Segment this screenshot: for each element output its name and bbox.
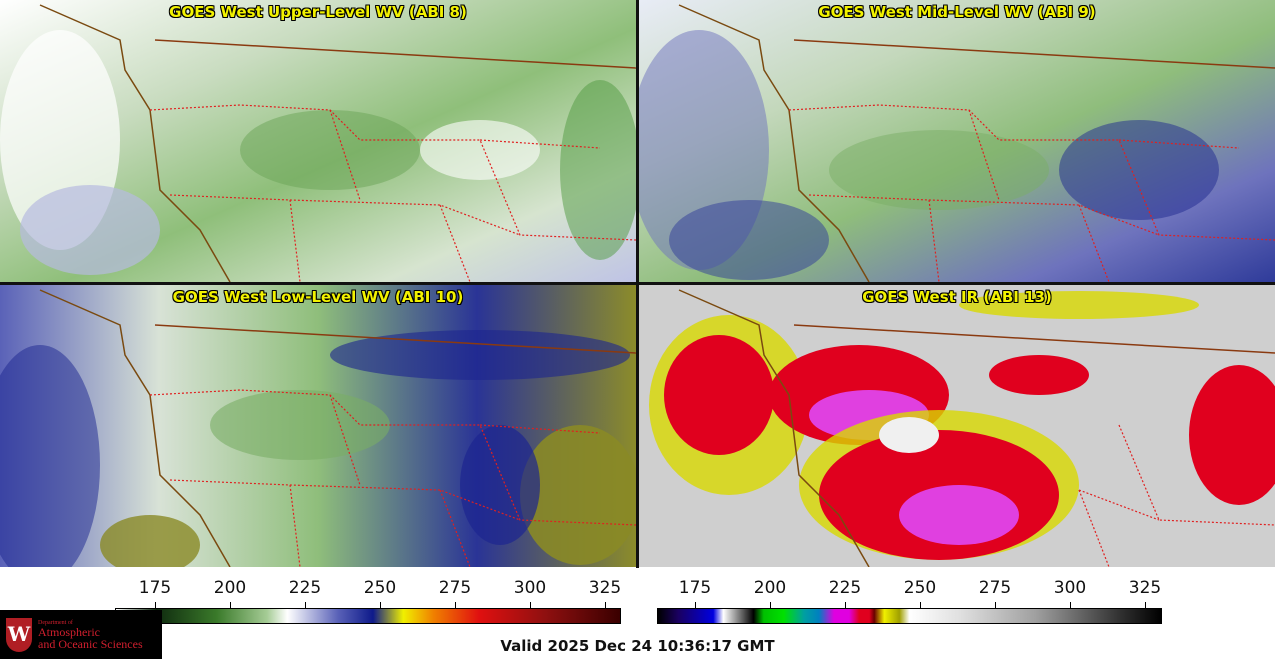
ir-image [639, 285, 1275, 567]
ir-tick-label: 300 [1053, 578, 1087, 598]
ir-tickmark [995, 602, 996, 608]
ir-tickmark [1070, 602, 1071, 608]
ir-color-scale: 175 200 225 250 275 300 325 [657, 568, 1162, 628]
panel-divider-horizontal [0, 282, 1275, 285]
ir-tick-label: 175 [678, 578, 712, 598]
wv-tick-label: 300 [513, 578, 547, 598]
ir-color-bar [657, 608, 1162, 624]
mid-level-wv-image [639, 0, 1275, 282]
wv-tick-label: 250 [363, 578, 397, 598]
wv-tickmark [380, 602, 381, 608]
wv-tick-label: 325 [588, 578, 622, 598]
aos-logo: W Department of Atmospheric and Oceanic … [0, 610, 162, 659]
low-level-wv-panel: GOES West Low-Level WV (ABI 10) [0, 285, 636, 567]
ir-panel: GOES West IR (ABI 13) [639, 285, 1275, 567]
panel-title: GOES West Mid-Level WV (ABI 9) [818, 3, 1096, 21]
ir-tick-label: 200 [753, 578, 787, 598]
ir-tickmark [1145, 602, 1146, 608]
wv-tickmark [305, 602, 306, 608]
wv-tick-label: 225 [288, 578, 322, 598]
logo-line-2: and Oceanic Sciences [38, 636, 143, 651]
panel-title: GOES West Upper-Level WV (ABI 8) [169, 3, 467, 21]
upper-level-wv-panel: GOES West Upper-Level WV (ABI 8) [0, 0, 636, 282]
panel-title: GOES West IR (ABI 13) [862, 288, 1052, 306]
wv-tickmark [605, 602, 606, 608]
ir-tick-label: 225 [828, 578, 862, 598]
logo-line-1: Atmospheric [38, 624, 100, 639]
low-level-wv-image [0, 285, 636, 567]
wv-tick-label: 275 [438, 578, 472, 598]
wv-tick-label: 175 [138, 578, 172, 598]
wv-color-bar [115, 608, 621, 624]
uw-crest-icon: W [6, 617, 32, 652]
wv-tickmark [455, 602, 456, 608]
mid-level-wv-panel: GOES West Mid-Level WV (ABI 9) [639, 0, 1275, 282]
wv-tickmark [530, 602, 531, 608]
upper-level-wv-image [0, 0, 636, 282]
wv-scale-ticks: 175 200 225 250 275 300 325 [115, 578, 621, 600]
wv-tickmark [230, 602, 231, 608]
ir-tick-label: 325 [1128, 578, 1162, 598]
ir-tick-label: 250 [903, 578, 937, 598]
valid-time-label: Valid 2025 Dec 24 10:36:17 GMT [500, 637, 775, 655]
wv-tick-label: 200 [213, 578, 247, 598]
wv-color-scale: 175 200 225 250 275 300 325 [115, 568, 621, 628]
ir-tickmark [845, 602, 846, 608]
ir-tickmark [920, 602, 921, 608]
logo-dept: Department of [38, 619, 73, 626]
ir-tick-label: 275 [978, 578, 1012, 598]
ir-tickmark [695, 602, 696, 608]
panel-title: GOES West Low-Level WV (ABI 10) [172, 288, 464, 306]
ir-scale-ticks: 175 200 225 250 275 300 325 [657, 578, 1162, 600]
wv-tickmark [155, 602, 156, 608]
logo-text: Department of Atmospheric and Oceanic Sc… [38, 620, 143, 650]
ir-tickmark [770, 602, 771, 608]
